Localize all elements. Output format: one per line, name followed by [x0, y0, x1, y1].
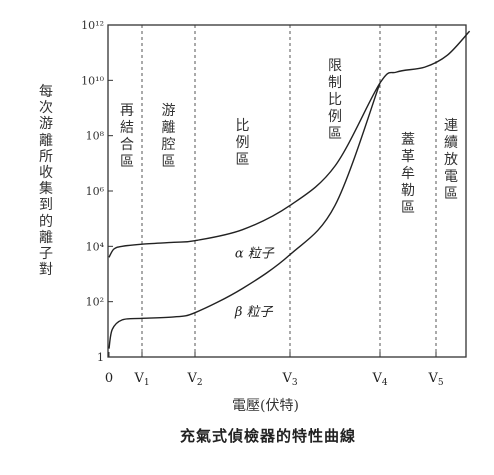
region-label: 比例區 — [235, 118, 250, 168]
y-tick-label: 1 — [97, 351, 104, 364]
y-axis-label-char: 游 — [39, 116, 53, 133]
y-axis-label-char: 集 — [39, 181, 53, 198]
x-axis-label: 電壓(伏特) — [232, 398, 299, 414]
y-tick-label: 10⁸ — [86, 130, 105, 143]
series-curve-beta — [108, 82, 381, 349]
y-tick-label: 10⁶ — [86, 185, 105, 198]
series-labels: α 粒子 β 粒子 — [234, 246, 275, 320]
x-axis-ticks: 0 V1 V2 V3 V4 V5 — [105, 352, 444, 388]
x-tick-label: V5 — [427, 371, 443, 388]
y-axis-label-char: 離 — [39, 132, 53, 149]
region-label: 蓋革牟勒區 — [401, 132, 415, 216]
y-axis-label-char: 收 — [39, 165, 53, 182]
y-axis-label-char: 每 — [39, 84, 53, 100]
series-curve-alpha — [108, 30, 471, 258]
y-tick-label: 10¹² — [81, 19, 104, 32]
region-label: 再結合區 — [120, 103, 134, 170]
y-axis-label-char: 到 — [39, 197, 53, 214]
region-boundaries — [141, 25, 437, 357]
series-label-alpha: α 粒子 — [235, 246, 275, 261]
curves — [108, 30, 471, 349]
y-axis-label-char: 對 — [39, 262, 53, 279]
x-tick-label: V3 — [281, 371, 297, 388]
chart-title: 充氣式偵檢器的特性曲線 — [180, 427, 357, 445]
y-axis-label-char: 次 — [39, 100, 53, 117]
series-label-beta: β 粒子 — [234, 305, 274, 320]
x-tick-label: V2 — [186, 371, 202, 388]
y-axis-ticks: 1 10² 10⁴ 10⁶ 10⁸ 10¹⁰ 10¹² — [81, 19, 113, 364]
region-label: 連續放電區 — [444, 118, 458, 202]
y-axis-label-char: 離 — [39, 229, 53, 246]
x-tick-label: 0 — [105, 371, 113, 386]
x-tick-label: V1 — [133, 371, 149, 388]
y-tick-label: 10² — [86, 296, 104, 309]
x-tick-label: V4 — [371, 371, 387, 388]
region-label: 游離腔區 — [161, 103, 176, 170]
y-tick-label: 10¹⁰ — [81, 74, 104, 87]
y-axis-label-char: 的 — [39, 213, 53, 230]
y-axis-label: 每次游離所收集到的離子對 — [35, 84, 57, 278]
y-axis-label-char: 子 — [39, 246, 53, 263]
region-label: 限制比例區 — [328, 58, 342, 142]
y-axis-label-char: 所 — [39, 148, 53, 165]
y-tick-label: 10⁴ — [86, 240, 105, 253]
